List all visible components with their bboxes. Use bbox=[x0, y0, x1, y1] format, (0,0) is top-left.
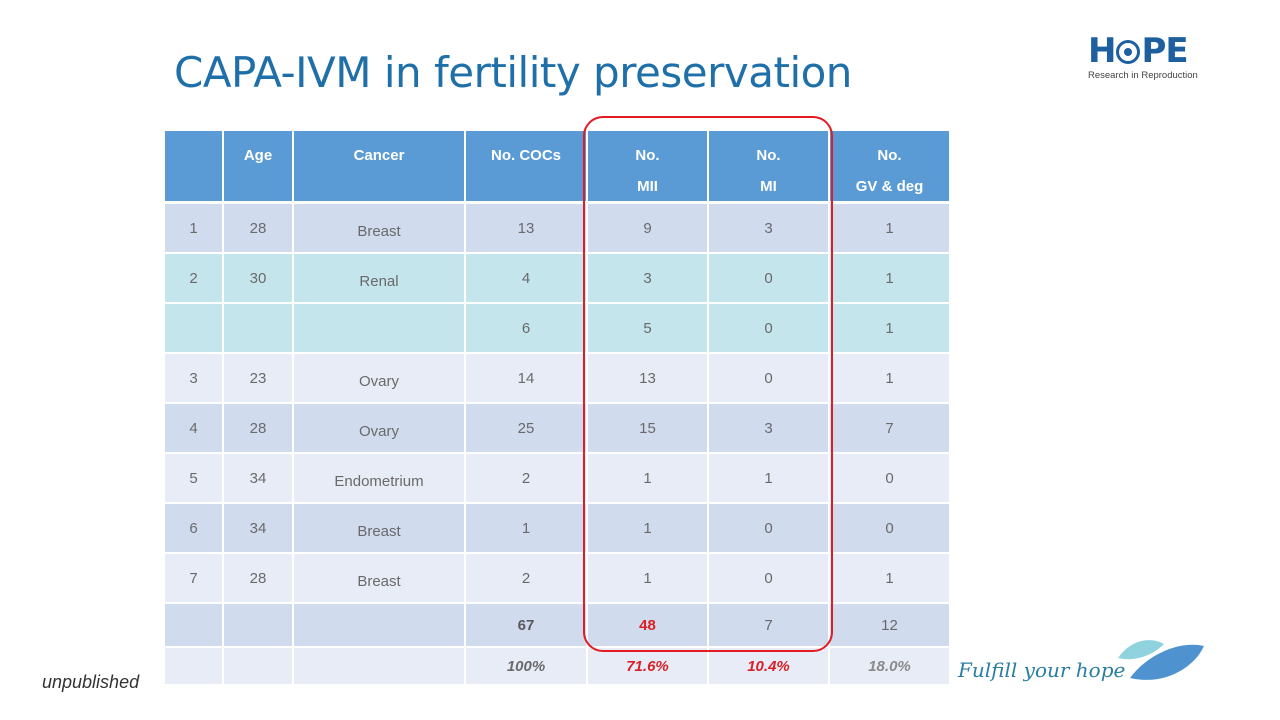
header-gv: No. GV & deg bbox=[829, 131, 951, 201]
header-mi: No. MI bbox=[708, 131, 830, 201]
leaf-icon bbox=[1118, 640, 1204, 680]
totals-row: 67 48 7 12 bbox=[165, 603, 951, 648]
header-cancer: Cancer bbox=[293, 131, 466, 201]
unpublished-note: unpublished bbox=[42, 672, 140, 692]
table-row: 1 28 Breast 13 9 3 1 bbox=[165, 204, 951, 254]
table-row: 6 34 Breast 1 1 0 0 bbox=[165, 503, 951, 554]
table-row: 7 28 Breast 2 1 0 1 bbox=[165, 553, 951, 604]
header-index bbox=[165, 131, 224, 201]
table-header-row: Age Cancer No. COCs No. MII No. MI No. GV &… bbox=[165, 131, 951, 201]
results-table: Age Cancer No. COCs No. MII No. MI No. GV &… bbox=[165, 131, 951, 686]
eye-icon bbox=[1116, 40, 1141, 64]
header-cocs: No. COCs bbox=[465, 131, 588, 201]
table-row: 6 5 0 1 bbox=[165, 303, 951, 354]
table-row: 5 34 Endometrium 2 1 1 0 bbox=[165, 453, 951, 504]
table-row: 4 28 Ovary 25 15 3 7 bbox=[165, 403, 951, 454]
percentages-row: 100% 71.6% 10.4% 18.0% bbox=[165, 647, 951, 686]
highlight-box bbox=[583, 116, 833, 652]
logo-subtitle: Research in Reproduction bbox=[1088, 70, 1198, 81]
table-row: 2 30 Renal 4 3 0 1 bbox=[165, 253, 951, 304]
table-row: 3 23 Ovary 14 13 0 1 bbox=[165, 353, 951, 404]
header-age: Age bbox=[223, 131, 294, 201]
slide-title: CAPA-IVM in fertility preservation bbox=[174, 48, 852, 97]
header-mii: No. MII bbox=[587, 131, 709, 201]
hope-logo: H PE Research in Reproduction bbox=[1088, 34, 1200, 84]
tagline: Fulfill your hope bbox=[958, 658, 1126, 682]
